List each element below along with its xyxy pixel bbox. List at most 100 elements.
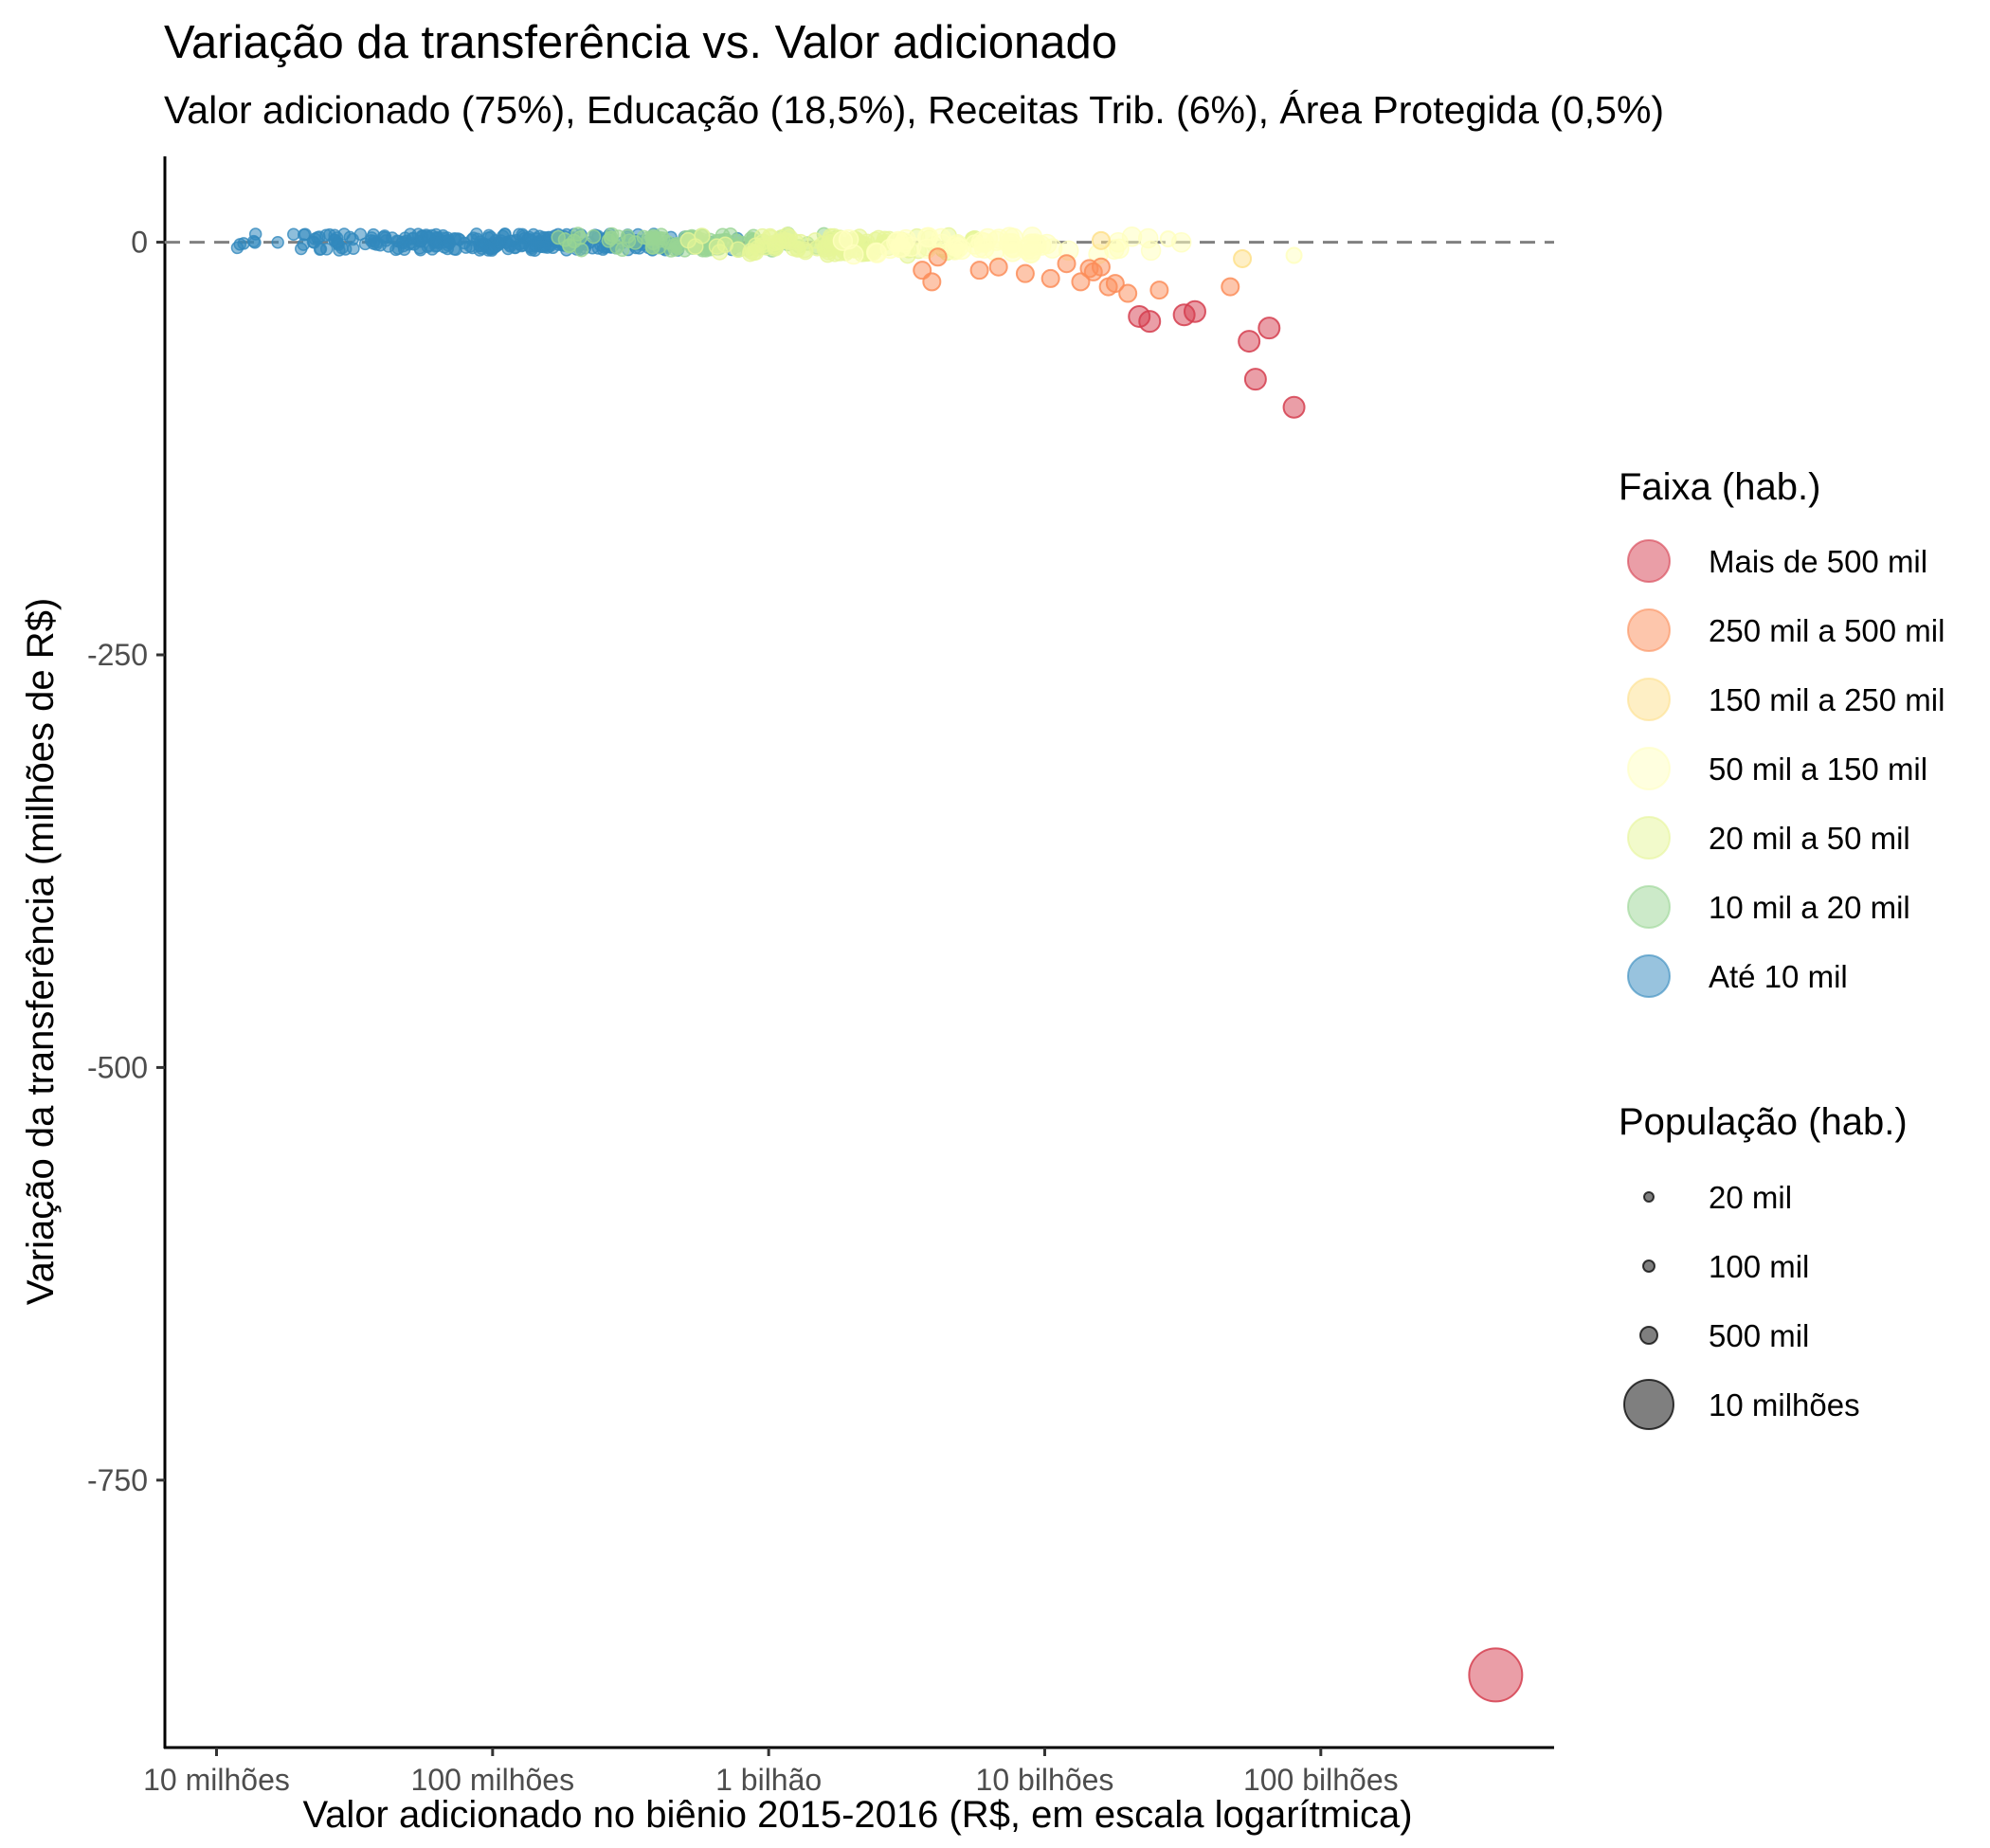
data-point <box>1233 248 1253 268</box>
data-point <box>475 242 489 255</box>
legend-label: 150 mil a 250 mil <box>1709 682 1945 717</box>
color-legend: Faixa (hab.) Mais de 500 mil 250 mil a 50… <box>1619 466 1945 998</box>
legend-swatch <box>1627 747 1671 790</box>
data-point <box>679 231 696 249</box>
legend-label: 20 mil a 50 mil <box>1709 821 1910 856</box>
legend-swatch <box>1627 885 1671 929</box>
point-cloud <box>230 226 1192 265</box>
x-tick-label: 100 milhões <box>411 1763 575 1797</box>
data-point <box>1071 272 1091 292</box>
data-point <box>573 242 589 258</box>
data-point <box>922 272 942 292</box>
data-point <box>1468 1647 1524 1703</box>
data-point <box>716 236 734 253</box>
legend-label: 10 milhões <box>1709 1387 1860 1422</box>
y-axis-ticks: 0 -250 -500 -750 <box>87 226 165 1497</box>
data-point <box>537 240 552 254</box>
data-point <box>562 238 577 254</box>
data-point <box>287 227 300 242</box>
data-point <box>1172 303 1196 327</box>
x-axis-title: Valor adicionado no biênio 2015-2016 (R$… <box>302 1794 1412 1836</box>
data-point <box>391 234 406 248</box>
color-legend-title: Faixa (hab.) <box>1619 466 1820 508</box>
legend-label: 50 mil a 150 mil <box>1709 752 1927 787</box>
legend-swatch <box>1627 608 1671 652</box>
data-point <box>1091 230 1111 250</box>
x-axis-ticks: 10 milhões 100 milhões 1 bilhão 10 bilhões 1… <box>143 1748 1399 1797</box>
data-point <box>297 227 311 242</box>
data-point <box>965 234 986 255</box>
legend-label: 100 mil <box>1709 1249 1809 1284</box>
data-point <box>1121 226 1143 247</box>
data-point <box>379 234 393 247</box>
legend-size-swatch <box>1642 1259 1655 1273</box>
data-point <box>271 235 284 249</box>
legend-size-swatch <box>1643 1191 1655 1203</box>
data-point <box>1285 246 1303 264</box>
legend-label: 10 mil a 20 mil <box>1709 890 1910 925</box>
size-legend: População (hab.) 20 mil 100 mil 500 mil 10 … <box>1619 1101 1908 1430</box>
data-point <box>586 228 602 245</box>
data-point <box>694 227 711 245</box>
y-axis-title: Variação da transferência (milhões de R$… <box>20 598 62 1305</box>
data-point <box>1057 254 1076 274</box>
data-point <box>627 235 643 250</box>
data-point <box>969 261 989 281</box>
y-tick-label: -500 <box>87 1050 148 1084</box>
y-tick-label: 0 <box>131 226 148 260</box>
data-point <box>246 234 261 248</box>
chart-title: Variação da transferência vs. Valor adic… <box>164 17 1117 68</box>
data-point <box>313 230 326 244</box>
data-point <box>1040 268 1060 288</box>
data-point <box>1221 277 1240 297</box>
data-point <box>601 233 617 248</box>
legend-label: 250 mil a 500 mil <box>1709 613 1945 648</box>
x-tick-label: 10 bilhões <box>976 1763 1114 1797</box>
x-tick-label: 1 bilhão <box>715 1763 822 1797</box>
data-point <box>988 257 1008 277</box>
y-tick-label: -750 <box>87 1463 148 1497</box>
data-point <box>551 229 566 245</box>
data-point <box>865 242 887 263</box>
data-point <box>1128 304 1151 328</box>
data-points <box>913 230 1524 1703</box>
legend-swatch <box>1627 954 1671 998</box>
data-point <box>1002 236 1022 258</box>
data-point <box>1118 283 1138 303</box>
data-point <box>330 235 344 249</box>
x-tick-label: 10 milhões <box>143 1763 290 1797</box>
data-point <box>615 242 630 258</box>
data-point <box>1091 257 1111 277</box>
y-tick-label: -250 <box>87 638 148 672</box>
legend-label: Mais de 500 mil <box>1709 544 1927 579</box>
legend-label: 20 mil <box>1709 1180 1792 1215</box>
legend-swatch <box>1627 539 1671 583</box>
data-point <box>1105 274 1125 294</box>
data-point <box>757 239 775 256</box>
chart-subtitle: Valor adicionado (75%), Educação (18,5%)… <box>164 88 1664 132</box>
data-point <box>1149 281 1169 300</box>
x-tick-label: 100 bilhões <box>1243 1763 1399 1797</box>
data-point <box>1282 395 1306 419</box>
size-legend-title: População (hab.) <box>1619 1101 1908 1143</box>
legend-label: 500 mil <box>1709 1318 1809 1353</box>
data-point <box>422 230 436 245</box>
legend-size-swatch <box>1639 1326 1658 1345</box>
data-point <box>647 230 662 245</box>
legend-size-swatch <box>1623 1379 1674 1430</box>
data-point <box>1140 240 1162 262</box>
data-point <box>1238 330 1261 353</box>
legend-swatch <box>1627 678 1671 721</box>
data-point <box>896 228 916 250</box>
data-point <box>1243 368 1267 391</box>
legend-swatch <box>1627 816 1671 860</box>
data-point <box>503 234 517 247</box>
data-point <box>1257 317 1281 340</box>
data-point <box>1109 238 1130 260</box>
data-point <box>1015 263 1035 283</box>
data-point <box>1159 230 1177 248</box>
legend-label: Até 10 mil <box>1709 959 1848 994</box>
data-point <box>295 242 308 256</box>
data-point <box>447 232 461 245</box>
